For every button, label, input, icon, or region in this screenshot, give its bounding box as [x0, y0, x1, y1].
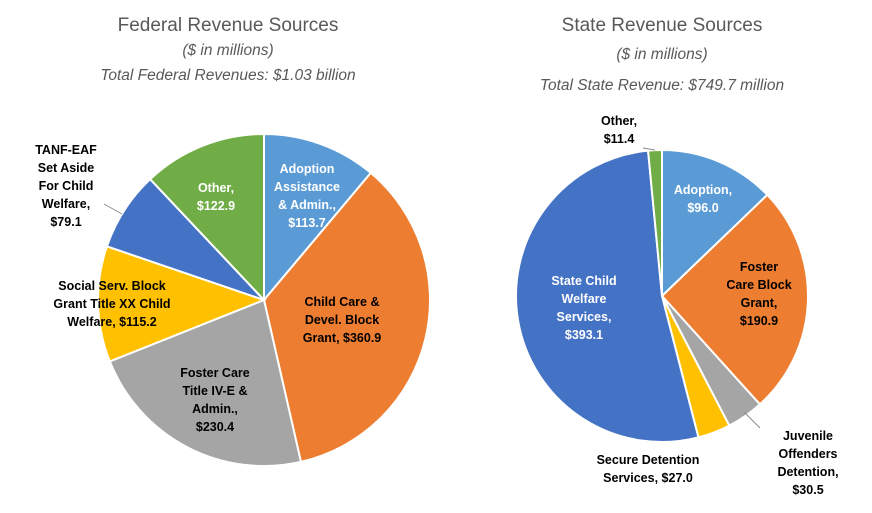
- state-slice-label-1: Foster Care Block Grant, $190.9: [726, 260, 791, 328]
- state-slice-label-3-line-1: Services, $27.0: [603, 471, 693, 485]
- federal-slice-label-2-line-2: Admin.,: [192, 402, 238, 416]
- federal-slice-label-4-line-0: TANF-EAF: [35, 143, 97, 157]
- federal-slice-label-5-line-0: Other,: [198, 181, 234, 195]
- state-chart-subtitle: ($ in millions): [616, 46, 707, 63]
- federal-slice-label-0-line-1: Assistance: [274, 180, 340, 194]
- federal-slice-label-1-line-2: Grant, $360.9: [303, 331, 382, 345]
- state-slice-0: [661, 148, 769, 299]
- state-slice-4: [515, 149, 700, 443]
- state-slice-label-3-line-0: Secure Detention: [597, 453, 700, 467]
- federal-slice-label-0: Adoption Assistance & Admin., $113.7: [274, 162, 340, 230]
- federal-slice-label-0-line-3: $113.7: [288, 216, 326, 230]
- state-pie-labels: Adoption, $96.0 Foster Care Block Grant, $190…: [551, 114, 838, 497]
- federal-slice-label-4-line-4: $79.1: [50, 215, 81, 229]
- state-slice-label-2: Juvenile Offenders Detention, $30.5: [777, 429, 838, 497]
- state-slice-label-2-line-1: Offenders: [778, 447, 837, 461]
- federal-slice-label-4-line-3: Welfare,: [42, 197, 90, 211]
- federal-slice-label-3-line-2: Welfare, $115.2: [67, 315, 156, 329]
- federal-slice-5: [148, 132, 265, 303]
- state-slice-5: [646, 148, 663, 297]
- federal-chart-subtitle: ($ in millions): [182, 42, 273, 59]
- federal-chart: Federal Revenue Sources ($ in millions) …: [35, 15, 431, 467]
- federal-slice-0: [263, 132, 373, 303]
- state-slice-1: [660, 193, 809, 406]
- state-slice-label-5: Other, $11.4: [601, 114, 637, 146]
- state-slice-label-0-line-0: Adoption,: [674, 183, 732, 197]
- state-chart-total: Total State Revenue: $749.7 million: [540, 77, 784, 94]
- state-slice-label-2-line-3: $30.5: [792, 483, 823, 497]
- federal-chart-total: Total Federal Revenues: $1.03 billion: [100, 67, 355, 84]
- state-slice-label-4-line-1: Welfare: [562, 292, 607, 306]
- state-slice-label-2-line-2: Detention,: [777, 465, 838, 479]
- state-slice-label-0-line-1: $96.0: [687, 201, 718, 215]
- federal-slice-label-2: Foster Care Title IV-E & Admin., $230.4: [180, 366, 250, 434]
- state-slice-label-5-line-0: Other,: [601, 114, 637, 128]
- state-slice-label-4-line-0: State Child: [551, 274, 616, 288]
- federal-slice-label-3-line-1: Grant Title XX Child: [53, 297, 170, 311]
- state-slice-label-5-line-1: $11.4: [604, 132, 635, 146]
- state-slice-label-1-line-2: Grant,: [741, 296, 778, 310]
- state-slice-label-0: Adoption, $96.0: [674, 183, 732, 215]
- federal-slice-label-0-line-2: & Admin.,: [278, 198, 336, 212]
- state-leader-line-2: [743, 411, 761, 429]
- state-chart-title: State Revenue Sources: [562, 15, 763, 36]
- state-slice-label-1-line-0: Foster: [740, 260, 778, 274]
- federal-slice-label-2-line-1: Title IV-E &: [182, 384, 247, 398]
- state-pie-slices: [515, 148, 809, 443]
- state-slice-label-1-line-1: Care Block: [726, 278, 791, 292]
- federal-slice-label-3: Social Serv. Block Grant Title XX Child We…: [53, 279, 170, 329]
- state-slice-label-1-line-3: $190.9: [740, 314, 778, 328]
- federal-slice-label-4-line-2: For Child: [39, 179, 94, 193]
- federal-slice-label-2-line-3: $230.4: [196, 420, 234, 434]
- federal-leader-line-4: [103, 203, 123, 215]
- federal-slice-label-5: Other, $122.9: [197, 181, 235, 213]
- federal-slice-label-1-line-1: Devel. Block: [305, 313, 379, 327]
- federal-slice-3: [97, 245, 267, 363]
- state-chart: State Revenue Sources ($ in millions) To…: [515, 15, 839, 497]
- federal-slice-2: [108, 298, 303, 467]
- federal-slice-label-4: TANF-EAF Set Aside For Child Welfare, $79.1: [35, 143, 97, 229]
- federal-slice-label-1: Child Care & Devel. Block Grant, $360.9: [303, 295, 382, 345]
- federal-slice-1: [262, 171, 431, 464]
- state-slice-label-2-line-0: Juvenile: [783, 429, 833, 443]
- state-slice-label-4-line-2: Services,: [557, 310, 612, 324]
- federal-slice-label-0-line-0: Adoption: [280, 162, 335, 176]
- federal-pie-slices: [97, 132, 431, 467]
- state-slice-label-4: State Child Welfare Services, $393.1: [551, 274, 616, 342]
- state-slice-label-4-line-3: $393.1: [565, 328, 603, 342]
- federal-slice-label-1-line-0: Child Care &: [304, 295, 379, 309]
- federal-chart-title: Federal Revenue Sources: [118, 15, 339, 36]
- state-leader-line-5: [642, 147, 656, 151]
- state-slice-label-3: Secure Detention Services, $27.0: [597, 453, 700, 485]
- federal-pie-labels: Adoption Assistance & Admin., $113.7 Child C…: [35, 143, 381, 434]
- federal-slice-label-3-line-0: Social Serv. Block: [58, 279, 166, 293]
- federal-slice-label-4-line-1: Set Aside: [38, 161, 95, 175]
- federal-slice-label-2-line-0: Foster Care: [180, 366, 250, 380]
- federal-slice-label-5-line-1: $122.9: [197, 199, 235, 213]
